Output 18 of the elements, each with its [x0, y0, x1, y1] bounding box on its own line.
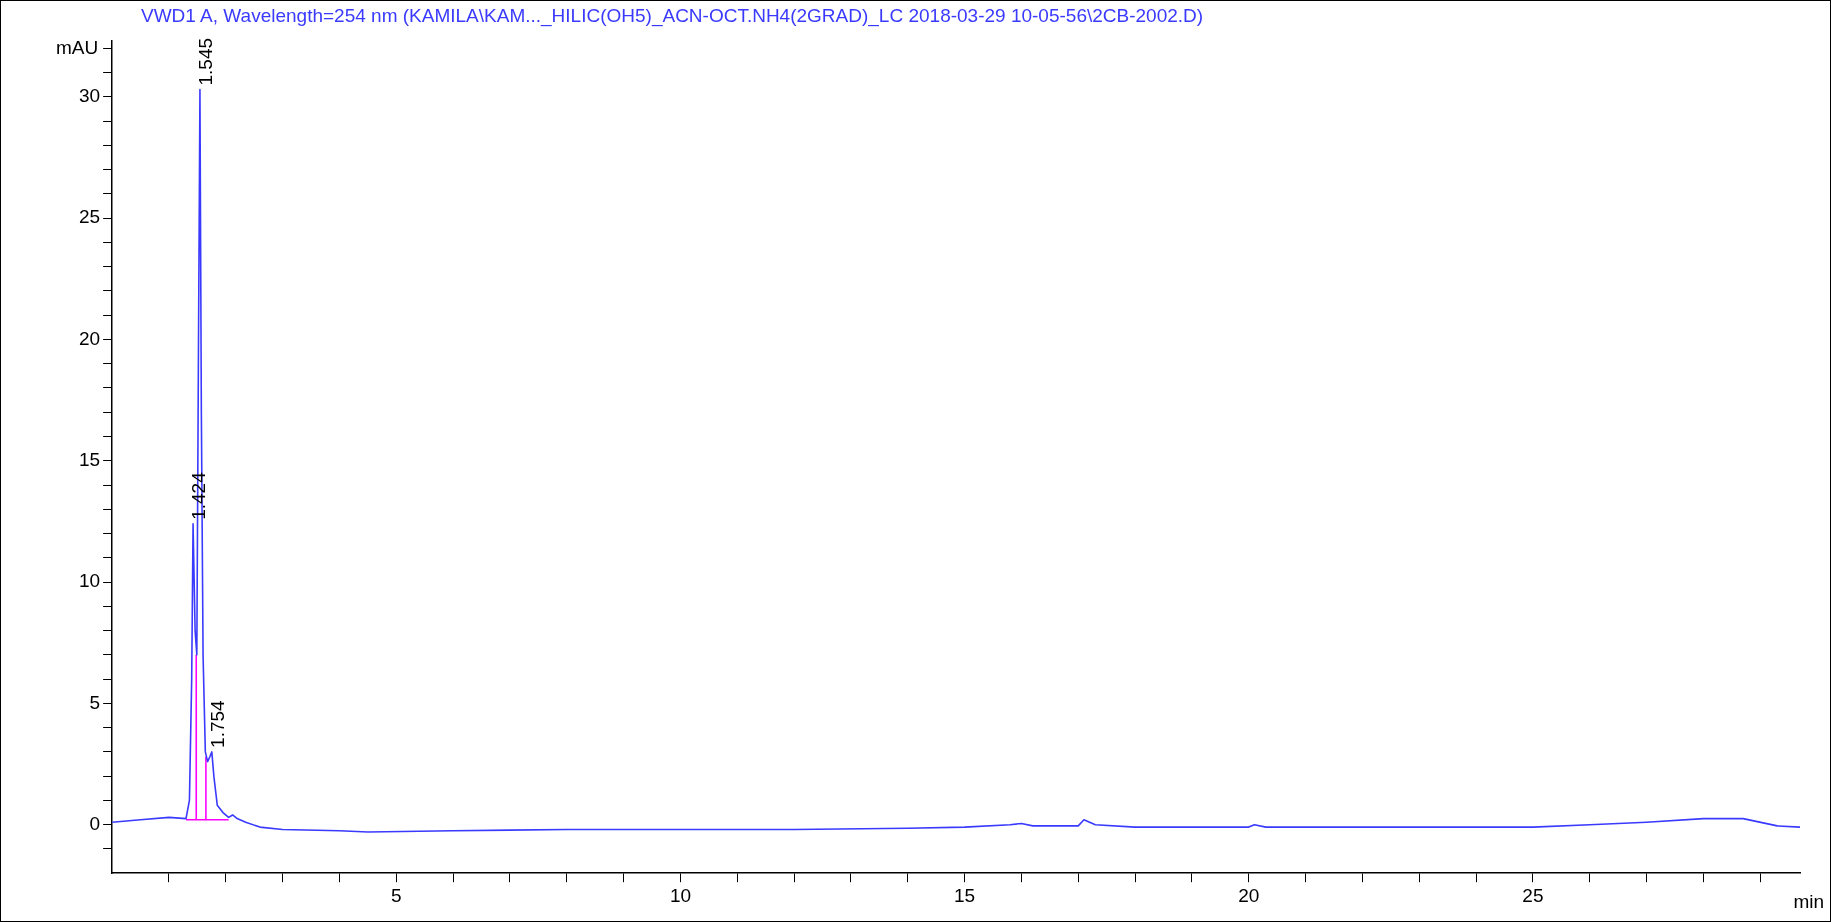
- y-axis-title: mAU: [55, 37, 99, 59]
- chart-title: VWD1 A, Wavelength=254 nm (KAMILA\KAM..._HILIC(OH5)_ACN-OCT.NH4(2GRAD)_LC 2018-03-29 10-05-56\2CB-2002.D): [141, 5, 1204, 27]
- y-tick-label: 0: [89, 812, 101, 834]
- x-axis-title: min: [1793, 890, 1824, 912]
- annotation: 1.424: [188, 471, 210, 520]
- y-tick-label: 30: [78, 85, 101, 107]
- annotation: 1.545: [195, 37, 217, 86]
- y-tick-label: 10: [78, 570, 101, 592]
- x-tick-label: 15: [954, 884, 976, 906]
- x-tick-label: 20: [1238, 884, 1260, 906]
- y-tick-label: 5: [89, 691, 101, 713]
- y-tick-label: 25: [78, 206, 101, 228]
- x-tick-label: 10: [669, 884, 692, 906]
- x-tick-label: 25: [1522, 884, 1544, 906]
- y-tick-label: 20: [78, 327, 101, 349]
- annotation: 1.754: [207, 699, 229, 748]
- y-tick-label: 15: [78, 448, 101, 470]
- x-tick-label: 5: [391, 884, 402, 906]
